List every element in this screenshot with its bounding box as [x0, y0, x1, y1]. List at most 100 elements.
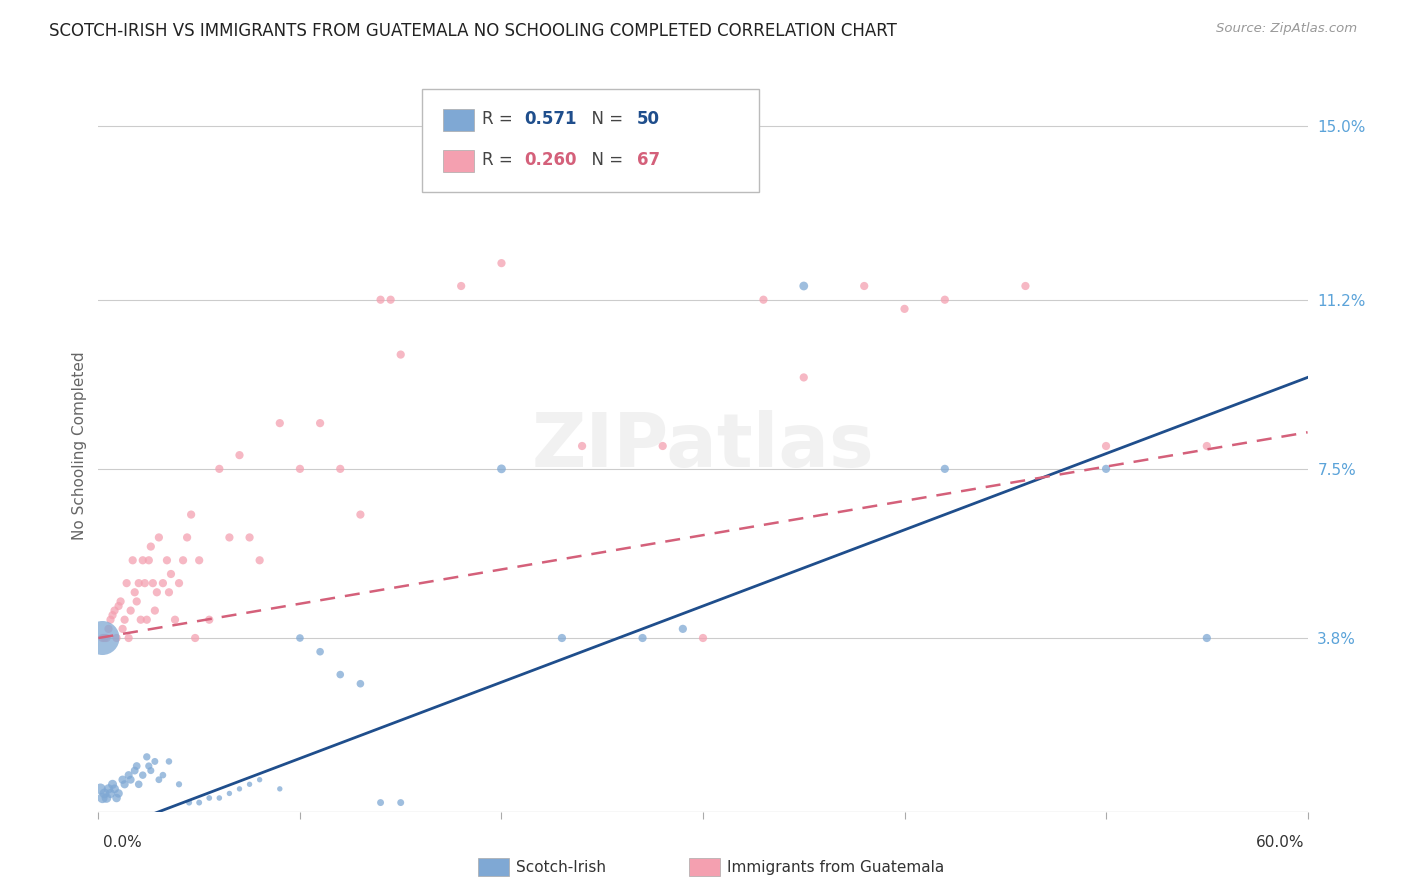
- Point: [752, 293, 775, 307]
- Text: 0.571: 0.571: [524, 110, 576, 128]
- Point: [184, 631, 207, 645]
- Point: [228, 448, 250, 462]
- Point: [120, 772, 142, 787]
- Point: [672, 622, 695, 636]
- Point: [101, 608, 124, 623]
- Point: [551, 631, 574, 645]
- Point: [148, 530, 170, 544]
- Point: [269, 416, 291, 430]
- Point: [249, 553, 271, 567]
- Point: [157, 755, 180, 769]
- Text: Scotch-Irish: Scotch-Irish: [516, 860, 606, 874]
- Point: [128, 576, 150, 591]
- Point: [370, 293, 392, 307]
- Point: [309, 645, 332, 659]
- Point: [91, 631, 114, 645]
- Point: [157, 585, 180, 599]
- Point: [218, 530, 240, 544]
- Point: [167, 576, 190, 591]
- Text: 67: 67: [637, 151, 659, 169]
- Point: [934, 293, 956, 307]
- Text: 0.260: 0.260: [524, 151, 576, 169]
- Text: Source: ZipAtlas.com: Source: ZipAtlas.com: [1216, 22, 1357, 36]
- Text: N =: N =: [581, 151, 628, 169]
- Point: [934, 462, 956, 476]
- Point: [103, 781, 125, 796]
- Y-axis label: No Schooling Completed: No Schooling Completed: [72, 351, 87, 541]
- Text: SCOTCH-IRISH VS IMMIGRANTS FROM GUATEMALA NO SCHOOLING COMPLETED CORRELATION CHA: SCOTCH-IRISH VS IMMIGRANTS FROM GUATEMAL…: [49, 22, 897, 40]
- Point: [793, 279, 815, 293]
- Text: R =: R =: [482, 151, 519, 169]
- Point: [115, 576, 138, 591]
- Point: [142, 576, 165, 591]
- Point: [239, 777, 262, 791]
- Point: [176, 530, 198, 544]
- Point: [96, 631, 118, 645]
- Point: [89, 781, 111, 796]
- Point: [97, 781, 120, 796]
- Point: [651, 439, 673, 453]
- Text: 60.0%: 60.0%: [1257, 836, 1305, 850]
- Point: [146, 585, 169, 599]
- Point: [198, 791, 221, 805]
- Point: [114, 613, 136, 627]
- Point: [118, 768, 141, 782]
- Text: R =: R =: [482, 110, 519, 128]
- Point: [491, 256, 513, 270]
- Point: [172, 553, 194, 567]
- Point: [389, 796, 412, 810]
- Point: [105, 791, 128, 805]
- Point: [450, 279, 472, 293]
- Point: [793, 370, 815, 384]
- Point: [100, 787, 122, 801]
- Point: [152, 768, 174, 782]
- Point: [101, 777, 124, 791]
- Point: [96, 791, 118, 805]
- Point: [124, 764, 146, 778]
- Point: [1095, 439, 1118, 453]
- Point: [370, 796, 392, 810]
- Point: [188, 796, 211, 810]
- Point: [380, 293, 402, 307]
- Point: [93, 787, 115, 801]
- Point: [163, 613, 186, 627]
- Text: 0.0%: 0.0%: [103, 836, 142, 850]
- Point: [111, 772, 134, 787]
- Point: [389, 347, 412, 362]
- Point: [107, 787, 129, 801]
- Point: [152, 576, 174, 591]
- Point: [269, 781, 291, 796]
- Point: [125, 594, 148, 608]
- Point: [249, 772, 271, 787]
- Point: [132, 553, 155, 567]
- Point: [120, 604, 142, 618]
- Point: [139, 764, 162, 778]
- Point: [111, 622, 134, 636]
- Point: [329, 462, 352, 476]
- Point: [129, 613, 152, 627]
- Point: [134, 576, 156, 591]
- Point: [631, 631, 654, 645]
- Point: [110, 594, 132, 608]
- Point: [1195, 631, 1218, 645]
- Point: [288, 462, 311, 476]
- Point: [349, 508, 371, 522]
- Point: [180, 508, 202, 522]
- Point: [208, 791, 231, 805]
- Text: ZIPatlas: ZIPatlas: [531, 409, 875, 483]
- Point: [139, 540, 162, 554]
- Point: [93, 631, 115, 645]
- Point: [491, 462, 513, 476]
- Point: [208, 462, 231, 476]
- Point: [132, 768, 155, 782]
- Point: [91, 791, 114, 805]
- Point: [128, 777, 150, 791]
- Point: [228, 781, 250, 796]
- Point: [148, 772, 170, 787]
- Point: [143, 604, 166, 618]
- Point: [97, 622, 120, 636]
- Point: [188, 553, 211, 567]
- Point: [114, 777, 136, 791]
- Point: [329, 667, 352, 681]
- Point: [1014, 279, 1036, 293]
